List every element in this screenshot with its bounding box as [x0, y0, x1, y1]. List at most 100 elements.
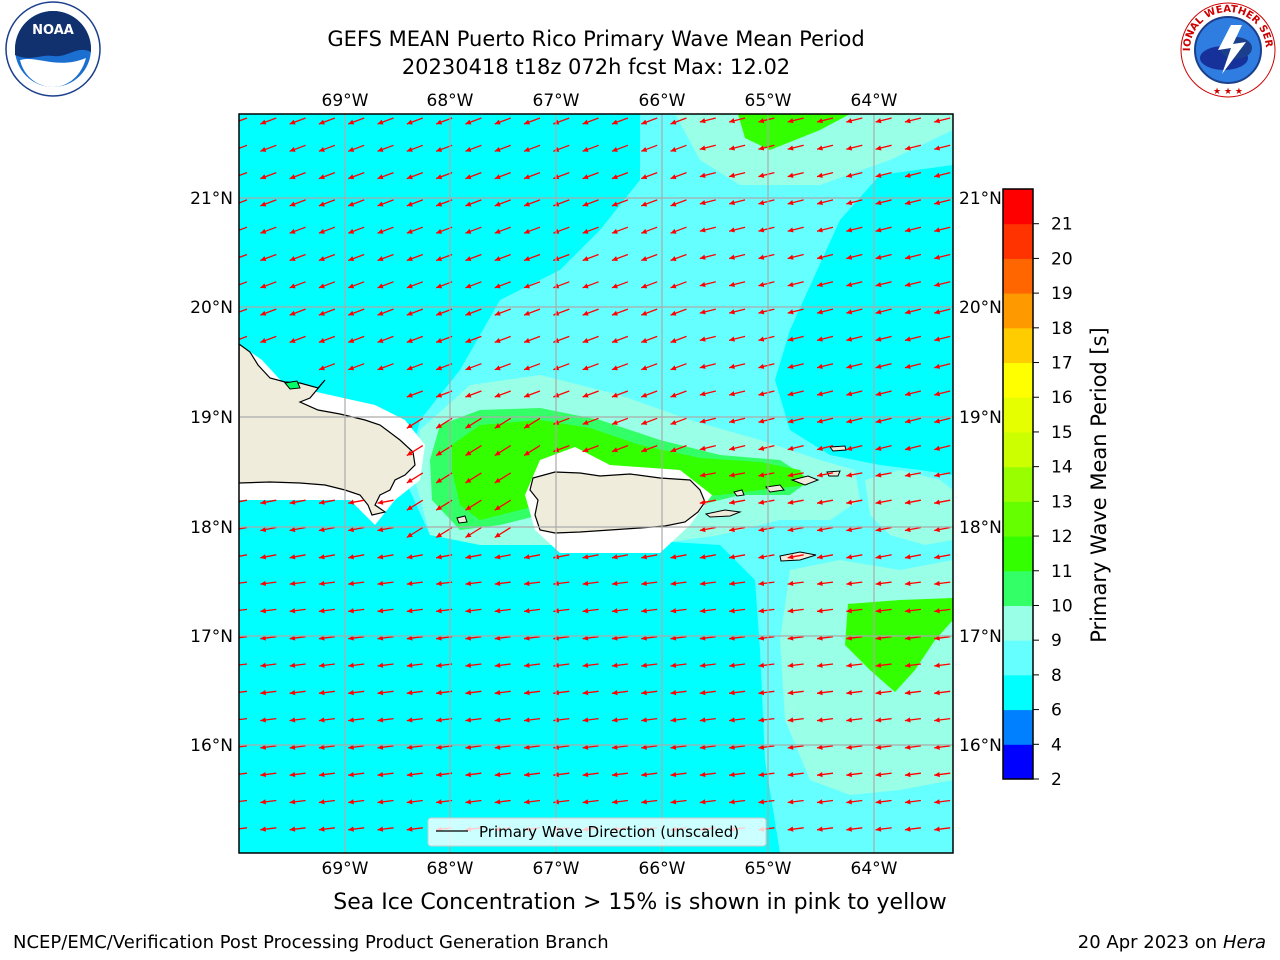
- wave-arrow-head: [758, 526, 765, 533]
- wave-arrow-head: [787, 635, 794, 641]
- wave-arrow-head: [699, 472, 706, 478]
- wave-arrow-head: [348, 119, 355, 125]
- wave-arrow-head: [641, 580, 647, 587]
- wave-arrow-head: [875, 418, 882, 424]
- wave-arrow-head: [582, 256, 589, 262]
- wave-arrow-shaft: [239, 199, 248, 204]
- wave-arrow-head: [875, 172, 882, 178]
- wave-arrow-head: [670, 771, 677, 778]
- wave-arrow-head: [787, 744, 794, 750]
- wave-arrow-head: [318, 771, 325, 778]
- wave-arrow-head: [465, 119, 472, 125]
- wave-arrow-head: [846, 145, 853, 151]
- wave-arrow-head: [436, 744, 442, 750]
- wave-arrow-head: [904, 172, 911, 178]
- wave-arrow-head: [524, 310, 530, 316]
- period-zone-11-12-south: [845, 598, 953, 692]
- colorbar-tick-label: 20: [1051, 249, 1073, 269]
- wave-arrow-head: [318, 283, 325, 289]
- wave-arrow-head: [406, 690, 413, 696]
- wave-arrow-head: [289, 580, 296, 587]
- footer-date: 20 Apr 2023 on Hera: [1078, 932, 1266, 953]
- wave-arrow-head: [289, 690, 296, 696]
- wave-arrow-head: [318, 580, 325, 587]
- wave-arrow-head: [817, 662, 823, 668]
- wave-arrow-head: [641, 392, 648, 398]
- wave-arrow-head: [377, 119, 384, 125]
- wave-arrow-head: [846, 771, 852, 778]
- wave-arrow-head: [260, 256, 267, 262]
- wave-arrow-head: [611, 447, 618, 453]
- wave-arrow-head: [231, 256, 237, 261]
- lon-label-bottom-66w: 66°W: [639, 859, 686, 879]
- wave-arrow-head: [231, 690, 237, 695]
- wave-arrow-head: [729, 635, 735, 641]
- wave-arrow-head: [494, 423, 501, 429]
- wave-arrow-head: [406, 256, 413, 262]
- wave-arrow-head: [904, 608, 911, 614]
- wave-arrow-head: [289, 526, 296, 533]
- wave-arrow-head: [260, 771, 266, 778]
- wave-arrow-head: [436, 771, 442, 778]
- wave-arrow-shaft: [239, 308, 248, 313]
- wave-arrow-head: [817, 227, 823, 233]
- wave-arrow-head: [494, 228, 501, 234]
- wave-arrow-head: [787, 826, 794, 832]
- wave-arrow-head: [846, 690, 852, 696]
- wave-arrow-head: [436, 662, 442, 668]
- wave-arrow-head: [436, 450, 443, 456]
- wave-arrow-head: [934, 799, 940, 805]
- wave-arrow-head: [611, 146, 618, 152]
- wave-arrow-head: [348, 554, 354, 560]
- wave-arrow-head: [729, 526, 735, 533]
- wave-arrow-head: [729, 418, 735, 424]
- wave-arrow-head: [465, 608, 472, 614]
- wave-arrow-head: [817, 717, 823, 723]
- wave-arrow-head: [875, 472, 882, 478]
- wave-arrow-head: [787, 445, 794, 451]
- lat-label-right-16n: 16°N: [959, 736, 1002, 756]
- wave-arrow-head: [436, 228, 443, 234]
- wave-arrow-head: [846, 200, 853, 206]
- colorbar-segment: [1003, 501, 1033, 537]
- wave-arrow-head: [699, 717, 706, 723]
- wave-arrow-head: [758, 744, 765, 750]
- wave-arrow-shaft: [239, 226, 248, 231]
- wave-arrow-head: [787, 499, 794, 505]
- wave-arrow-head: [377, 690, 384, 696]
- wave-arrow-head: [846, 118, 853, 124]
- wave-arrow-head: [348, 338, 355, 343]
- wave-arrow-head: [231, 608, 237, 613]
- wave-arrow-head: [934, 227, 941, 233]
- wave-arrow-head: [670, 635, 677, 641]
- wave-arrow-head: [377, 201, 384, 207]
- wave-arrow-head: [494, 532, 501, 538]
- wave-arrow-head: [904, 662, 911, 668]
- colorbar-tick-label: 4: [1051, 735, 1062, 755]
- wave-arrow-head: [641, 338, 648, 343]
- wave-arrow-head: [289, 283, 296, 289]
- wave-arrow-head: [377, 499, 384, 505]
- wave-arrow-head: [846, 499, 853, 505]
- lat-label-left-17n: 17°N: [190, 627, 233, 647]
- wave-arrow-head: [699, 200, 706, 206]
- wave-arrow-head: [758, 690, 765, 696]
- wave-arrow-head: [348, 771, 354, 778]
- wave-arrow-head: [436, 283, 443, 289]
- wave-arrow-head: [406, 826, 413, 832]
- colorbar-tick-label: 12: [1051, 527, 1073, 547]
- wave-arrow-head: [934, 472, 940, 478]
- wave-arrow-head: [641, 119, 648, 125]
- wave-arrow-head: [846, 635, 852, 641]
- wave-arrow-head: [846, 254, 853, 260]
- wave-arrow-head: [582, 365, 589, 371]
- wave-arrow-head: [729, 744, 735, 750]
- wave-arrow-head: [787, 554, 794, 560]
- wave-arrow-head: [817, 363, 823, 369]
- wave-arrow-head: [436, 717, 442, 723]
- wave-arrow-head: [846, 526, 853, 533]
- lat-label-left-21n: 21°N: [190, 189, 233, 209]
- wave-arrow-head: [904, 771, 911, 778]
- wave-arrow-head: [582, 201, 589, 207]
- wave-arrow-head: [348, 580, 354, 587]
